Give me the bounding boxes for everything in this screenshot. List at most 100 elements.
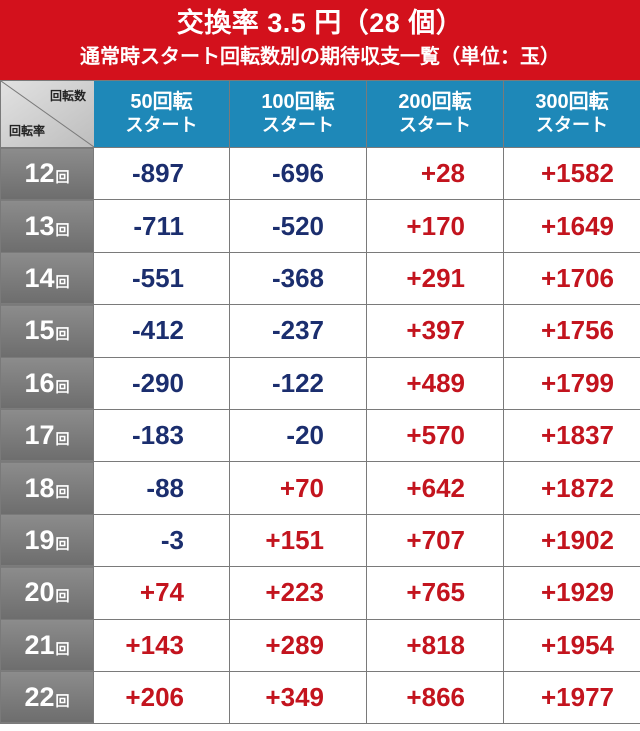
table-row: 12回 -897 -696 +28 +1582 [0,146,640,201]
value-cell: +151 [229,513,367,568]
row-header-rate: 16回 [0,356,94,410]
table-row: 22回 +206 +349 +866 +1977 [0,670,640,725]
expected-value: +570 [406,420,465,451]
column-header-line1: 100回転 [261,91,335,113]
value-cell: +397 [366,304,504,358]
table-row: 16回 -290 -122 +489 +1799 [0,356,640,410]
expected-value: +1582 [540,158,614,189]
column-header-200: 200回転 スタート [366,80,504,148]
row-header-rate: 19回 [0,513,94,568]
column-header-line2: スタート [262,115,334,135]
expected-value: -290 [131,367,184,398]
expected-value: +74 [139,577,184,608]
column-header-50: 50回転 スタート [93,80,230,148]
expected-value: +70 [279,472,324,503]
value-cell: +866 [366,670,504,725]
value-cell: -412 [93,304,230,358]
value-cell: +1756 [503,304,640,358]
value-cell: +570 [366,408,504,463]
value-cell: +1954 [503,618,640,672]
row-header-rate: 20回 [0,566,94,620]
expected-value: +642 [406,472,465,503]
rate-unit: 回 [55,378,70,395]
table-body: 12回 -897 -696 +28 +1582 13回 -711 -520 +170 +1649 1… [0,146,640,725]
table-row: 18回 -88 +70 +642 +1872 [0,461,640,515]
expected-value: -20 [286,420,324,451]
expected-value: +1799 [540,367,614,398]
value-cell: +28 [366,146,504,201]
rate-unit: 回 [55,326,70,343]
value-cell: +1929 [503,566,640,620]
value-cell: +206 [93,670,230,725]
row-header-rate: 21回 [0,618,94,672]
column-header-100: 100回転 スタート [229,80,367,148]
value-cell: +1582 [503,146,640,201]
rate-value: 15 [24,315,55,346]
table-row: 20回 +74 +223 +765 +1929 [0,566,640,620]
expected-value: -368 [271,262,324,293]
value-cell: -20 [229,408,367,463]
row-header-rate: 13回 [0,199,94,253]
expected-value: +1954 [540,629,614,660]
expected-value: +1649 [540,210,614,241]
value-cell: +1706 [503,251,640,306]
expected-value: +818 [406,629,465,660]
value-cell: -122 [229,356,367,410]
table-row: 17回 -183 -20 +570 +1837 [0,408,640,463]
value-cell: +74 [93,566,230,620]
value-cell: +489 [366,356,504,410]
expected-value: +206 [125,682,184,713]
column-header-line2: スタート [536,115,608,135]
expected-value: +489 [406,367,465,398]
expected-value-table: 回転数 回転率 50回転 スタート 100回転 スタート 200回転 スタート [0,80,640,725]
rate-value: 20 [24,577,55,608]
expected-value: -237 [271,315,324,346]
expected-value: -520 [271,210,324,241]
expected-value: +397 [406,315,465,346]
expected-value: -696 [271,158,324,189]
rate-value: 17 [24,420,55,451]
rate-value: 21 [24,629,55,660]
corner-diagonal [1,81,94,147]
value-cell: +1902 [503,513,640,568]
expected-value: +223 [265,577,324,608]
value-cell: +289 [229,618,367,672]
column-header-line1: 50回転 [130,91,193,113]
expected-value: -88 [146,472,184,503]
value-cell: -520 [229,199,367,253]
row-header-rate: 12回 [0,146,94,201]
rate-unit: 回 [55,273,70,290]
expected-value: +1929 [540,577,614,608]
expected-value: -3 [160,524,184,555]
value-cell: +1799 [503,356,640,410]
page-subtitle: 通常時スタート回転数別の期待収支一覧（単位：玉） [80,46,560,68]
row-header-rate: 15回 [0,304,94,358]
value-cell: +1837 [503,408,640,463]
column-header-300: 300回転 スタート [503,80,640,148]
row-header-rate: 17回 [0,408,94,463]
expected-value: +28 [420,158,465,189]
expected-value: +170 [406,210,465,241]
expected-value: -412 [131,315,184,346]
rate-value: 14 [24,262,55,293]
rate-value: 12 [24,158,55,189]
expected-value: +1902 [540,524,614,555]
value-cell: +291 [366,251,504,306]
expected-value: +1706 [540,262,614,293]
expected-value: +1756 [540,315,614,346]
value-cell: +707 [366,513,504,568]
rate-unit: 回 [55,535,70,552]
title-bar: 交換率 3.5 円（28 個） 通常時スタート回転数別の期待収支一覧（単位：玉） [0,0,640,80]
expected-value: +143 [125,629,184,660]
expected-value: -711 [133,210,184,241]
value-cell: +1649 [503,199,640,253]
expected-value: +291 [406,262,465,293]
expected-value: +866 [406,682,465,713]
value-cell: -88 [93,461,230,515]
rate-unit: 回 [55,169,70,186]
rate-unit: 回 [55,640,70,657]
expected-value: +1837 [540,420,614,451]
table-row: 15回 -412 -237 +397 +1756 [0,304,640,358]
expected-value: -551 [131,262,184,293]
